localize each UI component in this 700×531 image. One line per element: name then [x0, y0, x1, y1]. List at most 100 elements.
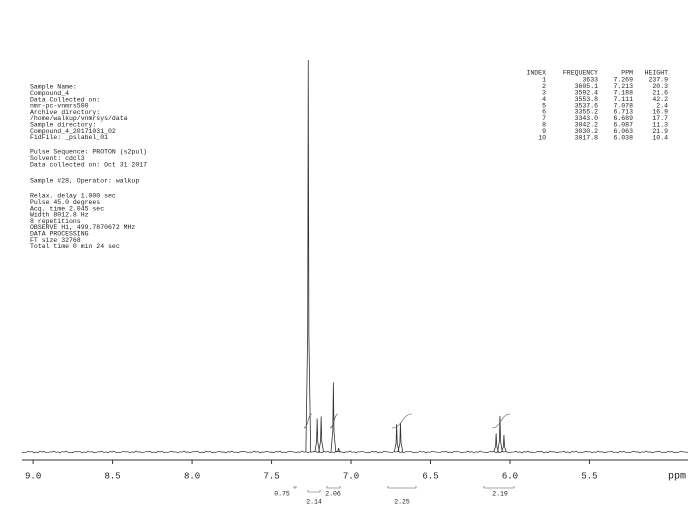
integral-label: 2.06	[325, 491, 341, 498]
table-cell: 4	[542, 96, 546, 103]
metadata-line: nmr-pc-vnmrs500	[30, 103, 89, 110]
integral-bracket	[326, 486, 341, 489]
x-axis-label: ppm	[668, 472, 686, 483]
metadata-line: Sample #28, Operator: walkup	[30, 178, 139, 185]
table-cell: 5	[542, 102, 546, 109]
metadata-line: Data Collected on:	[30, 96, 100, 103]
table-cell: 2.4	[656, 102, 668, 109]
metadata-line: Total time 0 min 24 sec	[30, 243, 120, 250]
table-cell: 21.9	[652, 128, 668, 135]
table-cell: 6.063	[613, 128, 633, 135]
peak	[318, 416, 324, 453]
metadata-line: OBSERVE H1, 499.7870672 MHz	[30, 224, 135, 231]
table-cell: 3	[542, 90, 546, 97]
metadata-line: FT size 32768	[30, 237, 81, 244]
peak	[501, 434, 507, 453]
metadata-line: Acq. time 2.045 sec	[30, 205, 104, 212]
integral-label: 2.25	[394, 499, 410, 506]
table-cell: 6.087	[613, 122, 633, 129]
metadata-line: Relax. delay 1.000 sec	[30, 193, 116, 200]
table-cell: 3355.2	[575, 109, 599, 116]
table-header: PPM	[621, 70, 633, 77]
metadata-line: Sample directory:	[30, 122, 96, 129]
metadata-line: Solvent: cdcl3	[30, 155, 85, 162]
peak	[336, 447, 342, 453]
baseline	[21, 450, 689, 454]
table-cell: 3030.2	[575, 128, 599, 135]
table-cell: 6.713	[613, 109, 633, 116]
metadata-line: /home/walkup/vnmrsys/data	[30, 115, 128, 122]
integral-label: 0.75	[274, 491, 290, 498]
integral-curve	[303, 413, 313, 429]
table-cell: 7.111	[613, 96, 633, 103]
peak	[497, 415, 503, 453]
integral-bracket	[307, 490, 321, 493]
metadata-line: Pulse 45.0 degrees	[30, 199, 100, 206]
metadata-line: Sample Name:	[30, 84, 77, 91]
x-tick-label: 8.0	[184, 471, 200, 481]
table-cell: 3605.1	[575, 83, 599, 90]
table-cell: 7.188	[613, 90, 633, 97]
table-cell: 3553.8	[575, 96, 599, 103]
table-cell: 7.213	[613, 83, 633, 90]
metadata-line: Data collected on: Oct 31 2017	[30, 161, 147, 168]
table-cell: 16.9	[652, 109, 668, 116]
x-tick-label: 7.0	[343, 471, 359, 481]
table-cell: 237.9	[648, 77, 668, 84]
table-cell: 1	[542, 77, 546, 84]
metadata-line: Archive directory:	[30, 109, 100, 116]
table-cell: 6	[542, 109, 546, 116]
metadata-line: Width 8012.8 Hz	[30, 212, 89, 219]
peak	[393, 424, 400, 453]
integral-curve	[329, 413, 339, 429]
table-cell: 3042.2	[575, 122, 599, 129]
table-cell: 3537.6	[575, 102, 599, 109]
table-header: INDEX	[526, 70, 546, 77]
peak	[330, 382, 337, 453]
table-cell: 21.6	[652, 90, 668, 97]
table-cell: 7	[542, 115, 546, 122]
table-header: HEIGHT	[645, 70, 669, 77]
x-tick-label: 5.5	[581, 471, 597, 481]
integral-label: 2.19	[492, 491, 508, 498]
table-cell: 6.689	[613, 115, 633, 122]
integral-label: 2.14	[306, 499, 322, 506]
table-cell: 42.2	[652, 96, 668, 103]
integral-curve	[391, 413, 413, 429]
x-tick-label: 9.0	[25, 471, 41, 481]
peak	[493, 433, 499, 453]
metadata-line: DATA PROCESSING	[30, 231, 89, 238]
table-cell: 3343.0	[575, 115, 599, 122]
metadata-line: Pulse Sequence: PROTON (s2pul)	[30, 149, 147, 156]
table-cell: 2	[542, 83, 546, 90]
table-cell: 8	[542, 122, 546, 129]
peak	[305, 59, 312, 453]
table-cell: 20.3	[652, 83, 668, 90]
table-cell: 7.269	[613, 77, 633, 84]
integral-bracket	[387, 486, 417, 489]
table-cell: 11.3	[652, 122, 668, 129]
x-tick-label: 7.5	[263, 471, 279, 481]
table-cell: 17.7	[652, 115, 668, 122]
x-tick-label: 6.0	[502, 471, 518, 481]
table-cell: 3592.4	[575, 90, 599, 97]
x-tick-label: 8.5	[104, 471, 120, 481]
x-tick-label: 6.5	[422, 471, 438, 481]
integral-bracket	[293, 486, 297, 489]
metadata-line: Compound_4	[30, 90, 69, 97]
table-cell: 3017.8	[575, 134, 599, 141]
table-cell: 9	[542, 128, 546, 135]
table-cell: 6.038	[613, 134, 633, 141]
table-header: FREQUENCY	[563, 70, 598, 77]
table-cell: 3633	[582, 77, 598, 84]
table-cell: 10	[538, 134, 546, 141]
peak	[314, 418, 320, 453]
metadata-line: 8 repetitions	[30, 218, 81, 225]
integral-bracket	[483, 486, 515, 489]
table-cell: 10.4	[652, 134, 668, 141]
metadata-line: FidFile: _pslabel_01	[30, 134, 108, 141]
integral-curve	[491, 413, 511, 429]
peak	[397, 422, 404, 453]
table-cell: 7.078	[613, 102, 633, 109]
